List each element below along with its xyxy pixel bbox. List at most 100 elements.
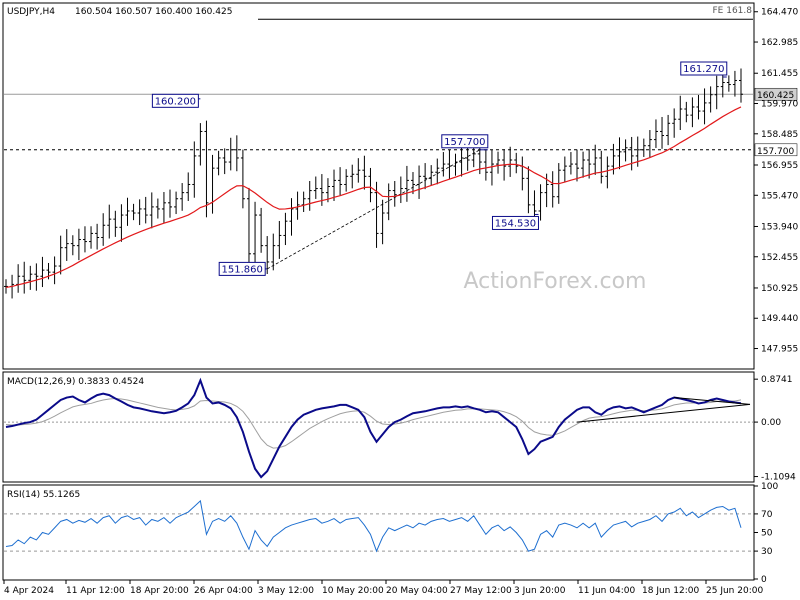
price-bar <box>82 226 87 253</box>
price-bar <box>562 156 567 183</box>
price-box-label: 160.425 <box>757 91 794 101</box>
price-bar <box>672 108 677 138</box>
axis-layer: 164.470 162.985 161.455 159.970 158.485 156.9… <box>3 8 798 596</box>
price-bar <box>295 191 300 220</box>
time-axis-label: 27 May 12:00 <box>450 586 512 596</box>
macd-line <box>5 377 742 479</box>
price-bar <box>380 199 385 245</box>
price-axis-label: 158.485 <box>761 130 798 140</box>
price-bar <box>514 152 519 174</box>
price-bar <box>113 210 118 237</box>
support-price-box: 157.700 <box>754 143 798 157</box>
price-bar <box>356 158 361 183</box>
macd-title: MACD(12,26,9) 0.3833 0.4524 <box>7 377 144 387</box>
time-axis-label: 3 May 12:00 <box>258 586 314 596</box>
time-axis-label: 20 May 04:00 <box>386 586 448 596</box>
price-bar <box>702 88 707 125</box>
rsi-axis-label: 0 <box>761 575 767 585</box>
price-bar <box>386 183 391 221</box>
price-bar <box>283 212 288 246</box>
price-bar <box>234 135 239 172</box>
time-axis-label: 3 Jun 20:00 <box>514 586 566 596</box>
price-bar <box>623 139 628 162</box>
time-axis-label: 18 Jun 12:00 <box>642 586 699 596</box>
header-ohlc: 160.504 160.507 160.400 160.425 <box>75 7 232 17</box>
macd-trendline-upper <box>674 397 751 405</box>
price-bar <box>64 229 69 261</box>
price-bar <box>617 137 622 170</box>
price-box <box>754 87 798 101</box>
price-bar <box>119 204 124 242</box>
price-axis-label: 159.970 <box>761 100 798 110</box>
time-axis-label: 11 Jun 04:00 <box>578 586 635 596</box>
price-layer: 160.200 151.860 157.700 154.530 161.270 <box>4 18 753 299</box>
price-box <box>754 143 798 157</box>
macd-axis-label: 0.00 <box>761 418 781 428</box>
watermark: ActionForex.com <box>464 269 647 294</box>
price-bar <box>52 256 57 285</box>
price-bar <box>538 184 543 221</box>
price-bar <box>593 144 598 175</box>
rsi-layer <box>4 499 753 553</box>
price-bar <box>192 141 197 198</box>
price-bar <box>447 149 452 180</box>
price-bar <box>131 203 136 221</box>
time-axis-label: 26 Apr 04:00 <box>194 586 253 596</box>
price-axis-label: 153.940 <box>761 222 798 232</box>
price-axis-label: 152.455 <box>761 253 798 263</box>
price-bar <box>350 164 355 189</box>
price-bar <box>629 136 634 171</box>
current-price-box: 160.425 <box>754 87 798 101</box>
price-bar <box>253 201 258 265</box>
price-annotation: 157.700 <box>441 134 489 151</box>
time-axis-label: 25 Jun 20:00 <box>706 586 763 596</box>
price-bar <box>216 150 221 176</box>
macd-panel <box>2 371 755 483</box>
price-bar <box>678 95 683 131</box>
fe-label: FE 161.8 <box>713 6 753 16</box>
macd-axis-label: 0.8741 <box>761 375 793 385</box>
price-annotation: 160.200 <box>151 93 201 108</box>
price-bar <box>161 192 166 224</box>
price-axis-label: 150.925 <box>761 284 798 294</box>
price-bar <box>714 75 719 110</box>
annotation-label: 161.270 <box>683 64 724 75</box>
price-bar <box>726 75 731 92</box>
time-axis-label: 10 May 20:00 <box>322 586 384 596</box>
price-annotation: 161.270 <box>680 61 728 78</box>
price-bar <box>489 149 494 186</box>
price-axis-label: 147.955 <box>761 345 798 355</box>
price-bar <box>368 167 373 203</box>
annotation-label: 157.700 <box>444 137 485 148</box>
price-bar <box>696 94 701 120</box>
header-symbol: USDJPY,H4 <box>7 7 55 17</box>
price-bar <box>641 138 646 157</box>
price-bar <box>526 166 531 214</box>
price-bar <box>417 165 422 199</box>
price-axis-label: 155.470 <box>761 191 798 201</box>
rsi-line <box>5 499 742 553</box>
macd-layer <box>4 377 753 479</box>
price-bar <box>180 183 185 211</box>
price-bar <box>441 152 446 177</box>
price-bar <box>647 130 652 158</box>
price-bar <box>325 178 330 203</box>
rsi-title: RSI(14) 55.1265 <box>7 490 80 500</box>
annotation-label: 160.200 <box>155 96 196 107</box>
rsi-axis-label: 100 <box>761 482 778 492</box>
price-bar <box>259 207 264 253</box>
price-axis-label: 164.470 <box>761 8 798 18</box>
price-bar <box>708 86 713 113</box>
price-bar <box>313 176 318 199</box>
price-bar <box>168 189 173 218</box>
price-bar <box>186 172 191 201</box>
price-bar <box>204 120 209 218</box>
price-axis-label: 149.440 <box>761 314 798 324</box>
price-bar <box>198 123 203 166</box>
price-bar <box>453 153 458 176</box>
price-bar <box>574 149 579 182</box>
moving-average-line <box>5 106 742 289</box>
price-bar <box>483 150 488 181</box>
annotation-box <box>491 215 539 230</box>
